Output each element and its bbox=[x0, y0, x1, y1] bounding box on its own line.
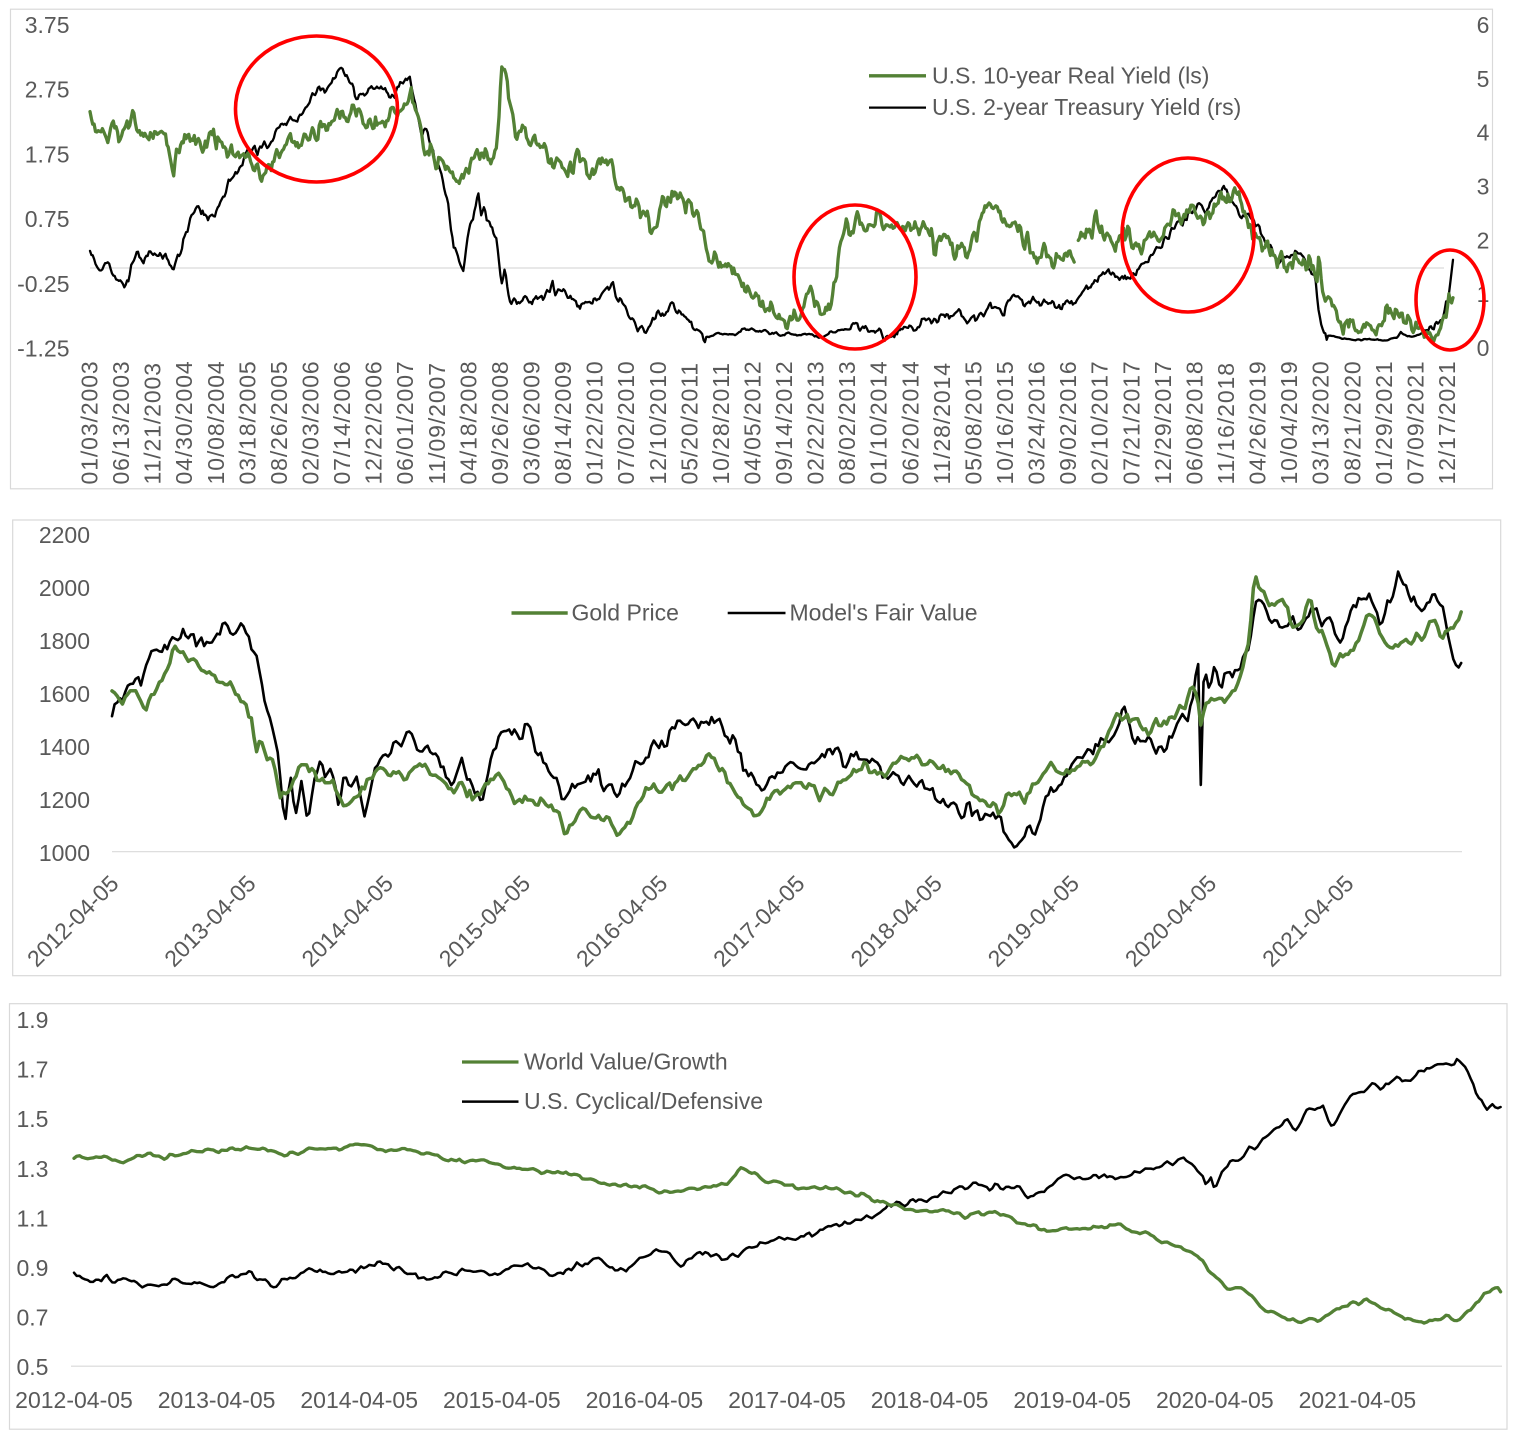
svg-text:12/22/2006: 12/22/2006 bbox=[361, 360, 387, 484]
svg-text:01/03/2003: 01/03/2003 bbox=[77, 360, 103, 484]
svg-text:2.75: 2.75 bbox=[25, 77, 70, 103]
svg-text:2017-04-05: 2017-04-05 bbox=[728, 1387, 846, 1413]
svg-text:1.7: 1.7 bbox=[17, 1057, 49, 1083]
svg-text:11/09/2007: 11/09/2007 bbox=[424, 362, 450, 484]
svg-text:-1.25: -1.25 bbox=[17, 336, 69, 362]
svg-text:0: 0 bbox=[1477, 335, 1490, 361]
svg-text:U.S. 10-year Real Yield (ls): U.S. 10-year Real Yield (ls) bbox=[932, 62, 1209, 88]
svg-text:10/08/2004: 10/08/2004 bbox=[203, 360, 229, 484]
svg-text:0.9: 0.9 bbox=[17, 1255, 49, 1281]
svg-text:02/03/2006: 02/03/2006 bbox=[298, 360, 324, 484]
svg-text:2200: 2200 bbox=[39, 522, 90, 548]
svg-text:04/26/2019: 04/26/2019 bbox=[1245, 360, 1271, 484]
svg-text:12/10/2010: 12/10/2010 bbox=[645, 360, 671, 484]
svg-text:1.75: 1.75 bbox=[25, 141, 70, 167]
svg-text:03/13/2020: 03/13/2020 bbox=[1308, 360, 1334, 484]
svg-text:09/02/2016: 09/02/2016 bbox=[1055, 360, 1081, 484]
svg-text:12/29/2017: 12/29/2017 bbox=[1150, 360, 1176, 484]
svg-text:07/14/2006: 07/14/2006 bbox=[329, 360, 355, 484]
svg-text:Gold Price: Gold Price bbox=[572, 600, 679, 626]
svg-text:3.75: 3.75 bbox=[25, 12, 70, 38]
svg-text:01/22/2010: 01/22/2010 bbox=[582, 360, 608, 484]
svg-text:4: 4 bbox=[1477, 120, 1490, 146]
svg-text:U.S. Cyclical/Defensive: U.S. Cyclical/Defensive bbox=[524, 1088, 763, 1114]
svg-text:2013-04-05: 2013-04-05 bbox=[158, 1387, 276, 1413]
svg-text:U.S. 2-year Treasury Yield (rs: U.S. 2-year Treasury Yield (rs) bbox=[932, 94, 1241, 120]
svg-text:06/01/2007: 06/01/2007 bbox=[392, 360, 418, 484]
svg-text:07/21/2017: 07/21/2017 bbox=[1118, 360, 1144, 484]
svg-text:1200: 1200 bbox=[39, 787, 90, 813]
svg-text:05/20/2011: 05/20/2011 bbox=[676, 362, 702, 484]
svg-text:10/16/2015: 10/16/2015 bbox=[992, 360, 1018, 484]
svg-text:6: 6 bbox=[1477, 12, 1490, 38]
svg-text:1000: 1000 bbox=[39, 840, 90, 866]
svg-text:09/14/2012: 09/14/2012 bbox=[771, 360, 797, 484]
svg-text:08/02/2013: 08/02/2013 bbox=[834, 360, 860, 484]
svg-text:06/20/2014: 06/20/2014 bbox=[897, 360, 923, 484]
svg-text:0.5: 0.5 bbox=[17, 1354, 49, 1380]
svg-text:-0.25: -0.25 bbox=[17, 271, 69, 297]
svg-text:2020-04-05: 2020-04-05 bbox=[1156, 1387, 1274, 1413]
svg-text:10/04/2019: 10/04/2019 bbox=[1276, 360, 1302, 484]
svg-text:0.75: 0.75 bbox=[25, 206, 70, 232]
svg-text:World Value/Growth: World Value/Growth bbox=[524, 1049, 728, 1075]
svg-text:11/16/2018: 11/16/2018 bbox=[1213, 362, 1239, 484]
svg-text:10/28/2011: 10/28/2011 bbox=[708, 362, 734, 484]
svg-text:Model's Fair Value: Model's Fair Value bbox=[790, 600, 978, 626]
svg-text:03/06/2009: 03/06/2009 bbox=[519, 360, 545, 484]
svg-text:12/17/2021: 12/17/2021 bbox=[1434, 360, 1460, 484]
svg-text:3: 3 bbox=[1477, 174, 1490, 200]
svg-text:5: 5 bbox=[1477, 66, 1490, 92]
svg-text:2014-04-05: 2014-04-05 bbox=[300, 1387, 418, 1413]
svg-text:2021-04-05: 2021-04-05 bbox=[1299, 1387, 1417, 1413]
svg-text:04/30/2004: 04/30/2004 bbox=[171, 360, 197, 484]
svg-text:02/10/2017: 02/10/2017 bbox=[1087, 360, 1113, 484]
svg-text:08/26/2005: 08/26/2005 bbox=[266, 360, 292, 484]
svg-text:1.1: 1.1 bbox=[17, 1205, 49, 1231]
svg-text:07/09/2021: 07/09/2021 bbox=[1402, 360, 1428, 484]
svg-text:2: 2 bbox=[1477, 227, 1490, 253]
svg-text:06/13/2003: 06/13/2003 bbox=[108, 360, 134, 484]
svg-text:1.3: 1.3 bbox=[17, 1156, 49, 1182]
svg-text:01/10/2014: 01/10/2014 bbox=[866, 360, 892, 484]
svg-text:2000: 2000 bbox=[39, 575, 90, 601]
svg-text:01/29/2021: 01/29/2021 bbox=[1371, 360, 1397, 484]
svg-text:1.9: 1.9 bbox=[17, 1007, 49, 1033]
svg-text:2019-04-05: 2019-04-05 bbox=[1013, 1387, 1131, 1413]
svg-text:1400: 1400 bbox=[39, 734, 90, 760]
svg-text:0.7: 0.7 bbox=[17, 1305, 49, 1331]
svg-text:02/22/2013: 02/22/2013 bbox=[803, 360, 829, 484]
svg-text:11/28/2014: 11/28/2014 bbox=[929, 362, 955, 484]
svg-text:04/18/2008: 04/18/2008 bbox=[455, 360, 481, 484]
svg-text:2012-04-05: 2012-04-05 bbox=[15, 1387, 133, 1413]
svg-text:05/08/2015: 05/08/2015 bbox=[961, 360, 987, 484]
svg-text:07/02/2010: 07/02/2010 bbox=[613, 360, 639, 484]
svg-text:2016-04-05: 2016-04-05 bbox=[586, 1387, 704, 1413]
svg-text:09/26/2008: 09/26/2008 bbox=[487, 360, 513, 484]
svg-text:11/21/2003: 11/21/2003 bbox=[140, 362, 166, 484]
svg-text:03/24/2016: 03/24/2016 bbox=[1024, 360, 1050, 484]
svg-text:08/14/2009: 08/14/2009 bbox=[550, 360, 576, 484]
svg-text:1800: 1800 bbox=[39, 628, 90, 654]
svg-text:08/21/2020: 08/21/2020 bbox=[1339, 360, 1365, 484]
svg-text:04/05/2012: 04/05/2012 bbox=[740, 360, 766, 484]
svg-text:1.5: 1.5 bbox=[17, 1106, 49, 1132]
svg-text:06/08/2018: 06/08/2018 bbox=[1181, 360, 1207, 484]
svg-text:1600: 1600 bbox=[39, 681, 90, 707]
svg-text:2015-04-05: 2015-04-05 bbox=[443, 1387, 561, 1413]
svg-text:2018-04-05: 2018-04-05 bbox=[871, 1387, 989, 1413]
svg-text:03/18/2005: 03/18/2005 bbox=[234, 360, 260, 484]
